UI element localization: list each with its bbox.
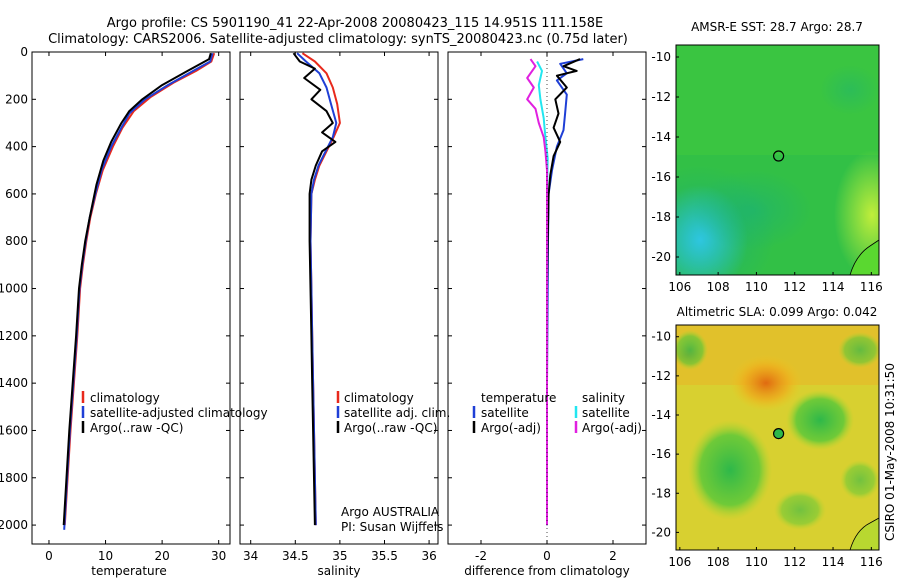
legend-label-sal-argo: Argo(-adj) [582, 421, 642, 435]
x-tick-label: 114 [822, 280, 845, 294]
y-tick-label: -18 [651, 486, 671, 500]
y-tick-label: -20 [651, 525, 671, 539]
y-tick-label: 1400 [0, 376, 28, 390]
argo-australia-annotation: Argo AUSTRALIA [341, 505, 440, 519]
sst-map-title: AMSR-E SST: 28.7 Argo: 28.7 [691, 20, 863, 34]
salinity-legend: climatology satellite adj. clim. Argo(..… [336, 391, 450, 435]
x-tick-label: 110 [745, 280, 768, 294]
y-tick-label: -12 [651, 90, 671, 104]
y-tick-label: 800 [5, 234, 28, 248]
series-line-satellite-adjusted-climatology [63, 52, 214, 530]
y-tick-label: 1600 [0, 423, 28, 437]
x-tick-label: 0 [45, 549, 53, 563]
legend-label-argo: Argo(..raw -QC) [90, 421, 183, 435]
y-tick-label: 2000 [0, 518, 28, 532]
legend-label-climatology: climatology [344, 391, 414, 405]
sla-argo-location-marker [772, 428, 785, 440]
y-tick-label: 200 [5, 92, 28, 106]
x-tick-label: 116 [860, 280, 883, 294]
x-tick-label: 112 [783, 280, 806, 294]
y-tick-label: 1200 [0, 329, 28, 343]
x-tick-label: 10 [98, 549, 113, 563]
legend-label-argo: Argo(..raw -QC) [344, 421, 437, 435]
x-tick-label: 35 [332, 549, 347, 563]
y-tick-label: -20 [651, 250, 671, 264]
series-line-climatology [301, 52, 341, 526]
y-tick-label: -16 [651, 447, 671, 461]
x-tick-label: 106 [668, 555, 691, 569]
temperature-plot-frame [31, 51, 231, 545]
series-line-climatology [63, 52, 216, 526]
timestamp-label: CSIRO 01-May-2008 10:31:50 [883, 363, 897, 541]
legend-heading-salinity: salinity [582, 391, 625, 405]
y-tick-label: -12 [651, 369, 671, 383]
legend-label-climatology: climatology [90, 391, 160, 405]
pi-annotation: PI: Susan Wijffels [341, 520, 443, 534]
sla-map-title: Altimetric SLA: 0.099 Argo: 0.042 [677, 305, 878, 319]
x-tick-label: 114 [822, 555, 845, 569]
sst-argo-location-marker [772, 150, 785, 162]
salinity-xlabel: salinity [317, 564, 360, 578]
x-tick-label: 116 [860, 555, 883, 569]
y-tick-label: -14 [651, 408, 671, 422]
series-line-temperature-satellite [546, 58, 584, 526]
x-tick-label: 36 [421, 549, 436, 563]
x-tick-label: 35.5 [371, 549, 398, 563]
x-tick-label: 20 [154, 549, 169, 563]
x-tick-label: 106 [668, 280, 691, 294]
series-line-argo-raw-qc- [62, 52, 212, 526]
x-tick-label: 112 [783, 555, 806, 569]
temperature-legend: climatology satellite-adjusted climatolo… [81, 391, 268, 435]
x-tick-label: -2 [475, 549, 487, 563]
legend-label-satellite: satellite-adjusted climatology [90, 406, 268, 420]
salinity-plot-frame [239, 51, 439, 545]
x-tick-label: 108 [707, 555, 730, 569]
y-tick-label: -10 [651, 330, 671, 344]
legend-label-satellite: satellite adj. clim. [344, 406, 450, 420]
x-tick-label: 110 [745, 555, 768, 569]
y-tick-label: 1000 [0, 282, 28, 296]
y-tick-label: 0 [20, 45, 28, 59]
figure-title-line2: Climatology: CARS2006. Satellite-adjuste… [48, 32, 628, 47]
x-tick-label: 0 [543, 549, 551, 563]
series-line-argo-raw-qc- [292, 52, 337, 526]
x-tick-label: 2 [609, 549, 617, 563]
difference-xlabel: difference from climatology [464, 564, 630, 578]
sla-map-frame [675, 324, 880, 551]
sla-map-image [676, 325, 879, 550]
sst-map-frame [675, 44, 880, 276]
series-line-salinity-argo-adj- [526, 58, 548, 526]
x-tick-label: 34 [243, 549, 258, 563]
y-tick-label: -16 [651, 170, 671, 184]
y-tick-label: -14 [651, 130, 671, 144]
x-tick-label: 34.5 [282, 549, 309, 563]
temperature-xlabel: temperature [91, 564, 166, 578]
y-tick-label: -18 [651, 210, 671, 224]
y-tick-label: 400 [5, 140, 28, 154]
legend-label-temp-satellite: satellite [481, 406, 529, 420]
figure-title-line1: Argo profile: CS 5901190_41 22-Apr-2008 … [107, 16, 603, 31]
legend-label-temp-argo: Argo(-adj) [481, 421, 541, 435]
sst-map-image [676, 45, 879, 275]
x-tick-label: 108 [707, 280, 730, 294]
legend-label-sal-satellite: satellite [582, 406, 630, 420]
y-tick-label: -10 [651, 50, 671, 64]
y-tick-label: 600 [5, 187, 28, 201]
x-tick-label: 30 [211, 549, 226, 563]
y-tick-label: 1800 [0, 471, 28, 485]
difference-legend: temperature satellite Argo(-adj) salinit… [472, 391, 642, 435]
legend-heading-temperature: temperature [481, 391, 556, 405]
